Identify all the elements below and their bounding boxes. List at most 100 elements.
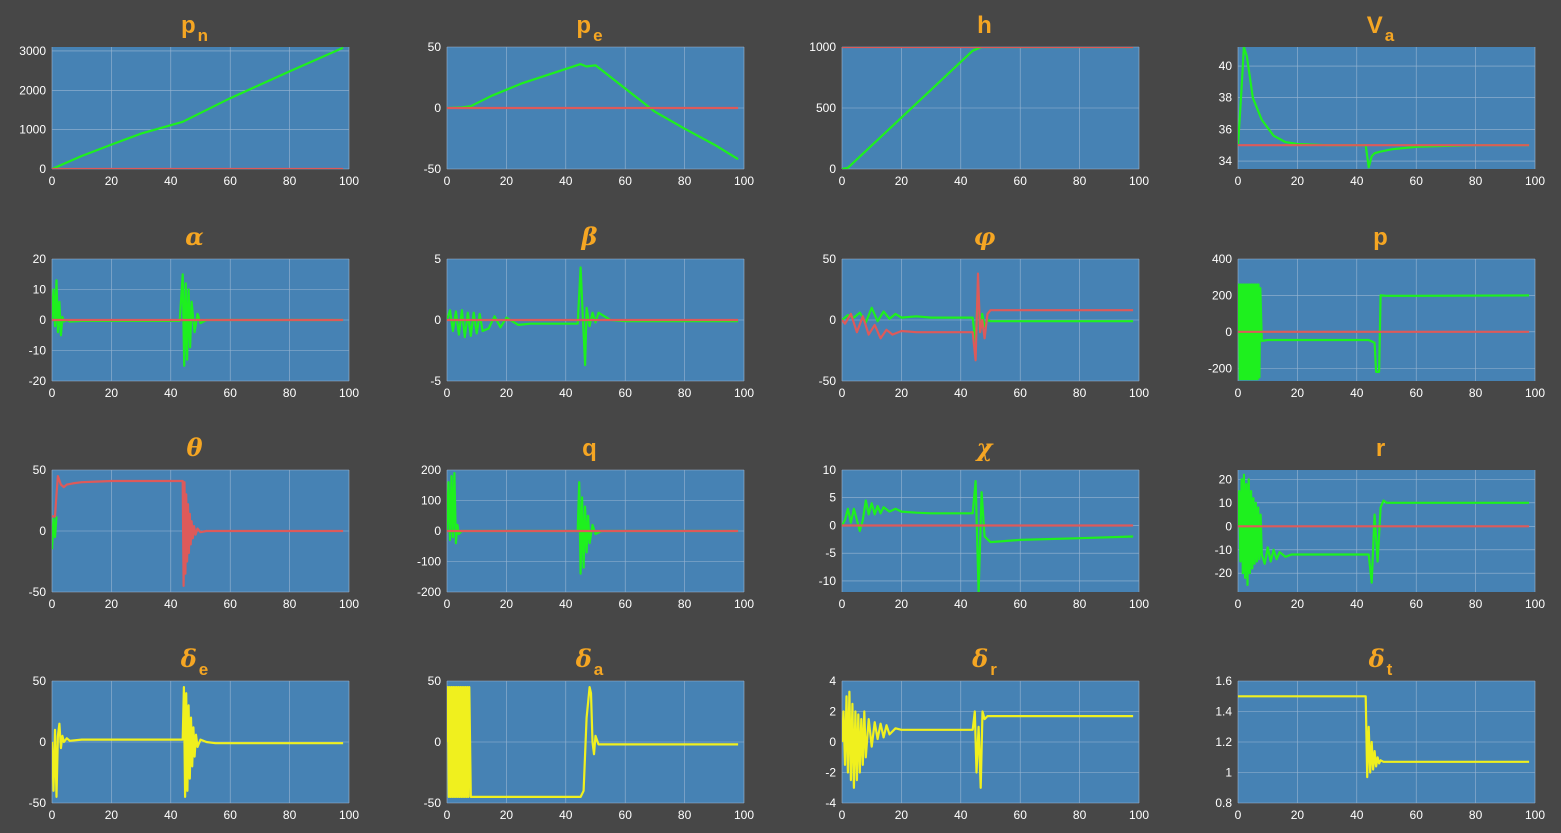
- y-tick-label: -5: [825, 546, 836, 560]
- x-tick-label: 40: [164, 386, 178, 400]
- y-tick-label: 50: [428, 40, 442, 54]
- chart-q: 0 20 40 60 80 100 -200 -100 0 100 200 q: [417, 435, 754, 611]
- x-tick-label: 80: [1073, 174, 1087, 188]
- x-tick-label: 80: [1073, 808, 1087, 822]
- x-tick-label: 40: [559, 597, 573, 611]
- x-tick-label: 20: [500, 386, 514, 400]
- x-tick-label: 40: [559, 386, 573, 400]
- y-tick-label: 2: [829, 705, 836, 719]
- x-tick-label: 20: [105, 808, 119, 822]
- x-tick-label: 40: [954, 174, 968, 188]
- y-tick-label: 0.8: [1215, 796, 1232, 810]
- y-tick-label: -10: [819, 574, 837, 588]
- chart-dt: 0 20 40 60 80 100 0.8 1 1.2 1.4 1.6 δ t: [1215, 644, 1545, 822]
- y-tick-label: 0: [829, 162, 836, 176]
- x-tick-label: 60: [1410, 597, 1424, 611]
- x-tick-label: 0: [1235, 808, 1242, 822]
- series-state-line: [842, 47, 1134, 169]
- x-tick-label: 80: [283, 386, 297, 400]
- x-tick-label: 80: [678, 808, 692, 822]
- y-tick-label: 10: [33, 283, 47, 297]
- chart-r: 0 20 40 60 80 100 -20 -10 0 10 20 r: [1215, 435, 1546, 611]
- x-tick-label: 60: [619, 597, 633, 611]
- y-tick-label: 20: [33, 252, 47, 266]
- x-tick-label: 0: [49, 174, 56, 188]
- x-tick-label: 60: [1410, 174, 1424, 188]
- x-tick-label: 20: [1291, 386, 1305, 400]
- plot-area: [1238, 259, 1535, 381]
- x-tick-label: 60: [224, 597, 238, 611]
- x-tick-label: 40: [1350, 597, 1364, 611]
- y-tick-label: 1000: [19, 123, 46, 137]
- x-tick-label: 20: [1291, 174, 1305, 188]
- y-tick-label: 1000: [809, 40, 836, 54]
- x-tick-label: 80: [1469, 597, 1483, 611]
- x-tick-label: 60: [224, 808, 238, 822]
- x-tick-label: 100: [734, 386, 754, 400]
- x-tick-label: 20: [500, 174, 514, 188]
- y-tick-label: -50: [29, 585, 47, 599]
- x-tick-label: 80: [283, 808, 297, 822]
- chart-chi: 0 20 40 60 80 100 -10 -5 0 5 10 χ: [819, 433, 1150, 611]
- y-tick-label: -2: [825, 766, 836, 780]
- x-tick-label: 100: [1129, 597, 1149, 611]
- series-state-line: [447, 472, 739, 575]
- y-tick-label: 100: [421, 494, 441, 508]
- chart-dr: 0 20 40 60 80 100 -4 -2 0 2 4 δ r: [825, 644, 1149, 822]
- series-command-line: [52, 475, 344, 588]
- x-tick-label: 60: [1014, 174, 1028, 188]
- x-tick-label: 80: [1469, 174, 1483, 188]
- x-tick-label: 0: [49, 386, 56, 400]
- chart-title-subscript: t: [1387, 660, 1393, 679]
- x-tick-label: 0: [839, 808, 846, 822]
- x-tick-label: 80: [1469, 386, 1483, 400]
- x-tick-label: 60: [1410, 386, 1424, 400]
- series-input-line: [842, 690, 1134, 789]
- x-tick-label: 80: [678, 386, 692, 400]
- x-tick-label: 20: [105, 597, 119, 611]
- y-tick-label: 50: [428, 674, 442, 688]
- y-tick-label: 0: [434, 735, 441, 749]
- x-tick-label: 100: [339, 808, 359, 822]
- x-tick-label: 80: [678, 174, 692, 188]
- y-tick-label: -4: [825, 796, 836, 810]
- x-tick-label: 40: [954, 808, 968, 822]
- x-tick-label: 100: [734, 808, 754, 822]
- x-tick-label: 60: [1410, 808, 1424, 822]
- series-state-line: [52, 47, 344, 169]
- y-tick-label: 38: [1219, 91, 1233, 105]
- x-tick-label: 40: [164, 174, 178, 188]
- chart-title-subscript: n: [198, 26, 208, 45]
- y-tick-label: 5: [434, 252, 441, 266]
- y-tick-label: 50: [823, 252, 837, 266]
- x-tick-label: 100: [734, 174, 754, 188]
- x-tick-label: 40: [559, 808, 573, 822]
- x-tick-label: 60: [1014, 808, 1028, 822]
- x-tick-label: 40: [954, 386, 968, 400]
- y-tick-label: 500: [816, 101, 836, 115]
- y-tick-label: 4: [829, 674, 836, 688]
- y-tick-label: 2000: [19, 83, 46, 97]
- x-tick-label: 20: [105, 174, 119, 188]
- y-tick-label: 400: [1212, 252, 1232, 266]
- x-tick-label: 0: [49, 808, 56, 822]
- plot-area: [1238, 47, 1535, 169]
- x-tick-label: 0: [839, 597, 846, 611]
- y-tick-label: 0: [829, 313, 836, 327]
- x-tick-label: 20: [1291, 597, 1305, 611]
- series-state-line: [842, 480, 1134, 592]
- y-tick-label: 0: [39, 735, 46, 749]
- y-tick-label: -200: [1208, 361, 1232, 375]
- series-input-line: [1238, 695, 1530, 779]
- y-tick-label: -10: [1215, 543, 1233, 557]
- x-tick-label: 20: [895, 386, 909, 400]
- x-tick-label: 100: [1525, 597, 1545, 611]
